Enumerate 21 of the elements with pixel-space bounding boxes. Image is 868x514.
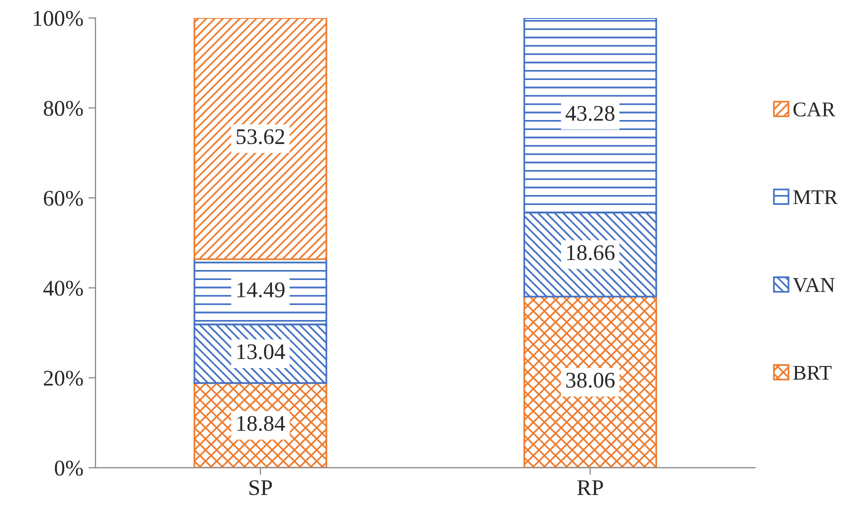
x-tick-label: RP [577, 480, 603, 495]
y-tick-label: 80% [44, 100, 83, 116]
x-tick-label: SP [250, 480, 272, 496]
y-tick-label: 60% [44, 190, 83, 206]
data-label: 13.04 [237, 344, 286, 360]
y-tick-label: 100% [34, 10, 83, 26]
bar [194, 18, 328, 260]
data-label: 18.84 [237, 416, 286, 432]
y-tick-label: 20% [44, 370, 83, 386]
data-label: 18.66 [567, 245, 615, 260]
data-label: 14.49 [237, 282, 284, 298]
y-tick-label: 40% [43, 280, 83, 296]
legend-label: BRT [793, 366, 832, 380]
data-label: 53.62 [236, 129, 284, 144]
data-label: 38.06 [566, 372, 615, 388]
legend-label: CAR [794, 102, 836, 116]
legend-label: VAN [792, 278, 835, 292]
data-label: 43.28 [566, 106, 614, 121]
y-tick-label: 0% [54, 460, 83, 476]
bar [523, 296, 658, 468]
legend-label: MTR [793, 190, 838, 204]
